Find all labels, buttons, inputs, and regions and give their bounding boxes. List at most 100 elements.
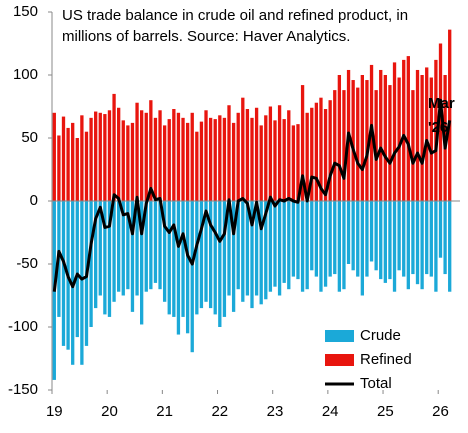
bar — [254, 201, 259, 296]
bar — [342, 201, 346, 290]
bar — [305, 112, 309, 201]
x-tick-label: 19 — [46, 403, 63, 420]
legend-swatch — [325, 330, 354, 342]
bar — [319, 201, 323, 292]
bar — [305, 201, 309, 290]
bar — [94, 201, 98, 309]
bar — [204, 110, 208, 201]
bar — [259, 125, 263, 201]
bar — [264, 201, 268, 300]
bar — [425, 201, 429, 275]
y-tick-label: 150 — [13, 3, 38, 20]
bar — [268, 106, 273, 201]
bar — [287, 201, 291, 290]
bar — [112, 93, 116, 201]
bar — [374, 90, 378, 201]
bar — [241, 201, 245, 302]
y-tick-label: -150 — [8, 381, 38, 398]
bar — [296, 201, 300, 280]
bar — [333, 201, 337, 275]
x-tick-label: 22 — [211, 403, 228, 420]
legend-label: Refined — [360, 351, 412, 368]
bar — [420, 75, 424, 201]
bar — [227, 201, 231, 296]
bar — [135, 102, 139, 201]
bar — [158, 201, 162, 290]
bar — [227, 105, 231, 201]
bar — [448, 201, 452, 292]
bar — [167, 119, 171, 201]
bar — [397, 77, 401, 201]
bar — [282, 201, 286, 283]
bar — [190, 112, 194, 201]
bar — [140, 110, 144, 201]
bar — [149, 201, 153, 290]
bar — [107, 110, 112, 201]
bar — [121, 201, 125, 296]
bar — [185, 201, 190, 334]
bar — [300, 201, 305, 292]
bar — [117, 107, 121, 201]
bar — [245, 201, 250, 296]
bar — [213, 201, 217, 315]
y-tick-label: 100 — [13, 66, 38, 83]
bar — [231, 122, 236, 201]
bar — [351, 80, 355, 201]
bar — [287, 110, 291, 201]
bar — [140, 201, 144, 325]
bar — [61, 201, 66, 346]
bar — [103, 201, 107, 315]
bar — [342, 90, 346, 201]
y-tick-label: -100 — [8, 318, 38, 335]
bar — [66, 127, 70, 201]
bar — [112, 201, 116, 302]
bar — [291, 125, 296, 201]
bar — [388, 201, 392, 280]
bar — [438, 43, 443, 201]
bar — [443, 201, 447, 275]
bar — [172, 109, 176, 201]
bar — [218, 201, 222, 327]
bar — [250, 201, 254, 309]
bar — [415, 201, 420, 285]
bar — [153, 201, 158, 283]
bar — [195, 131, 199, 201]
bar — [176, 201, 181, 335]
bar — [231, 201, 236, 312]
bar — [222, 201, 227, 317]
bar — [360, 201, 364, 296]
bar — [300, 85, 305, 201]
x-tick-label: 25 — [377, 403, 394, 420]
bar — [185, 122, 190, 201]
x-tick-label: 21 — [156, 403, 173, 420]
bar — [254, 107, 259, 201]
bar — [379, 69, 383, 202]
bar — [130, 122, 135, 201]
bar — [208, 201, 213, 309]
bar — [181, 117, 185, 201]
bar — [434, 201, 438, 292]
bar — [149, 100, 153, 201]
bar — [135, 201, 139, 296]
bar — [75, 201, 79, 338]
bar — [117, 201, 121, 292]
y-tick-label: 50 — [21, 129, 38, 146]
bar — [158, 110, 162, 201]
bar — [448, 29, 452, 201]
bar — [98, 201, 102, 296]
bar — [438, 201, 443, 258]
bar — [218, 115, 222, 201]
bar — [337, 201, 342, 292]
bar — [360, 75, 364, 201]
bar — [351, 201, 355, 271]
bar — [397, 201, 401, 271]
bar — [94, 111, 98, 201]
bar — [415, 69, 420, 202]
bar — [356, 201, 360, 277]
bar — [204, 201, 208, 302]
x-tick-label: 26 — [432, 403, 449, 420]
bar — [420, 201, 424, 290]
bar — [162, 125, 167, 201]
bar — [162, 201, 167, 302]
bar — [57, 135, 61, 201]
